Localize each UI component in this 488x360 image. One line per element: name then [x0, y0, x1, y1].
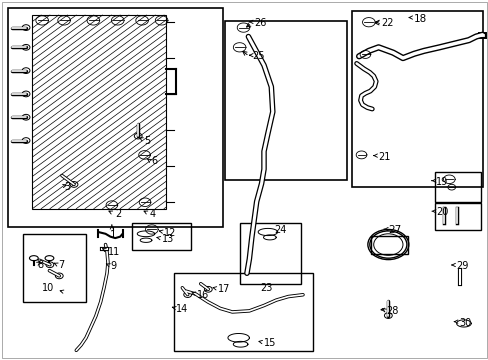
Text: 30: 30 — [458, 318, 470, 328]
Text: 29: 29 — [456, 261, 468, 271]
Text: 18: 18 — [413, 14, 427, 24]
Text: 11: 11 — [108, 247, 120, 257]
Bar — [239, 223, 300, 284]
Text: 5: 5 — [144, 136, 150, 145]
Bar — [8, 8, 222, 226]
Text: 21: 21 — [378, 152, 390, 162]
Text: 27: 27 — [387, 225, 401, 235]
Bar — [132, 223, 190, 250]
Text: 19: 19 — [435, 177, 447, 187]
Bar — [434, 203, 480, 230]
Bar — [22, 234, 86, 302]
Text: 14: 14 — [176, 304, 188, 314]
Bar — [434, 172, 480, 202]
Text: 15: 15 — [264, 338, 276, 348]
Text: 2: 2 — [115, 209, 122, 219]
Text: 6: 6 — [151, 156, 157, 166]
Text: 3: 3 — [64, 182, 70, 192]
Text: 24: 24 — [273, 225, 285, 235]
Text: 13: 13 — [161, 234, 174, 244]
Text: 4: 4 — [149, 209, 155, 219]
Bar — [32, 15, 166, 209]
Bar — [351, 12, 483, 187]
Bar — [173, 273, 312, 351]
Text: 9: 9 — [110, 261, 116, 271]
Text: 16: 16 — [197, 290, 209, 300]
Text: 10: 10 — [42, 283, 55, 293]
Text: 8: 8 — [38, 260, 44, 270]
Text: 20: 20 — [435, 207, 447, 217]
Text: 25: 25 — [251, 51, 264, 61]
Text: 26: 26 — [254, 18, 266, 28]
Text: 17: 17 — [217, 284, 229, 294]
Text: 28: 28 — [385, 306, 397, 316]
Bar — [370, 235, 407, 253]
Text: 12: 12 — [163, 228, 176, 238]
Text: 7: 7 — [58, 260, 64, 270]
Text: 22: 22 — [380, 18, 393, 28]
Text: 23: 23 — [260, 283, 272, 293]
Bar — [224, 22, 346, 180]
Text: 1: 1 — [109, 230, 116, 240]
